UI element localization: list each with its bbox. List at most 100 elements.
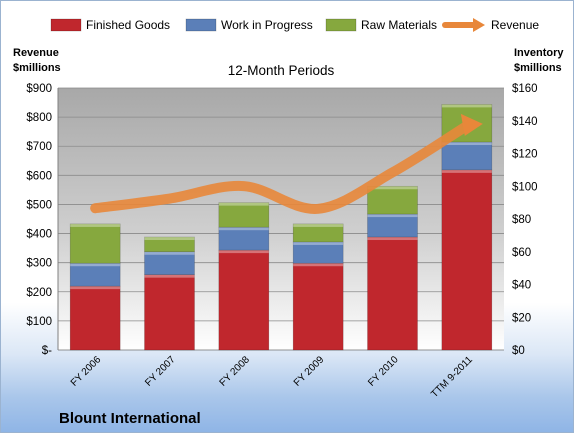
bar-segment (69, 285, 121, 351)
left-axis-title-line2: $millions (13, 62, 61, 74)
plot-area (58, 88, 504, 350)
bar-highlight (218, 250, 269, 254)
x-tick-label: FY 2010 (366, 354, 401, 389)
right-tick-label: $140 (512, 116, 538, 128)
right-axis-ticks: $0 $20 $40 $60 $80 $100 $120 $140 $160 (512, 83, 538, 357)
bar-work-in-progress (367, 213, 418, 238)
bar-segment (218, 249, 270, 351)
x-tick-label: TTM 9-2011 (429, 354, 475, 400)
right-tick-label: $120 (512, 149, 538, 161)
x-tick-label: FY 2008 (218, 354, 253, 389)
bar-finished-goods (292, 262, 344, 351)
left-tick-label: $100 (26, 316, 52, 328)
bar-raw-materials (69, 223, 121, 264)
bar-segment (367, 185, 418, 215)
right-tick-label: $40 (512, 280, 531, 292)
bar-highlight (441, 142, 492, 146)
legend-swatch (50, 18, 82, 32)
bar-segment (367, 213, 418, 238)
x-axis-labels: FY 2006 FY 2007 FY 2008 FY 2009 FY 2010 TTM 9… (69, 354, 475, 400)
bar-highlight (441, 169, 492, 173)
legend-item: Revenue (442, 18, 539, 32)
bar-highlight (70, 263, 121, 267)
legend-label: Revenue (491, 18, 539, 32)
bar-segment (218, 202, 270, 228)
right-tick-label: $20 (512, 312, 531, 324)
legend-item: Finished Goods (50, 18, 170, 32)
bar-finished-goods (441, 169, 493, 351)
bar-work-in-progress (69, 262, 121, 287)
bars (69, 104, 493, 351)
left-tick-label: $600 (26, 170, 52, 182)
left-axis-ticks: $- $100 $200 $300 $400 $500 $600 $700 $800 $900 (26, 83, 52, 357)
legend: Finished Goods Work in Progress Raw Materi… (50, 18, 539, 32)
legend-label: Finished Goods (86, 18, 170, 32)
left-tick-label: $900 (26, 83, 52, 95)
right-axis-title-line1: Inventory (514, 47, 564, 59)
axis-titles: Revenue $millions Inventory $millions (13, 47, 564, 74)
bar-work-in-progress (292, 241, 344, 264)
bar-segment (292, 241, 344, 264)
bar-highlight (367, 237, 418, 241)
bar-finished-goods (144, 274, 195, 351)
bar-raw-materials (367, 185, 418, 215)
bar-highlight (293, 241, 344, 245)
bar-finished-goods (218, 249, 270, 351)
right-tick-label: $80 (512, 214, 531, 226)
chart-title: 12-Month Periods (228, 63, 335, 78)
x-tick-label: FY 2006 (69, 354, 104, 389)
bar-work-in-progress (218, 226, 270, 251)
right-axis-title-line2: $millions (514, 62, 562, 74)
right-tick-label: $60 (512, 247, 531, 259)
left-tick-label: $200 (26, 287, 52, 299)
bar-highlight (144, 251, 195, 255)
bar-highlight (144, 237, 195, 241)
bar-segment (69, 223, 121, 264)
bar-segment (218, 226, 270, 251)
bar-segment (292, 262, 344, 351)
bar-finished-goods (69, 285, 121, 351)
left-tick-label: $500 (26, 199, 52, 211)
bar-segment (144, 236, 195, 253)
bar-segment (367, 236, 418, 351)
x-tick-label: FY 2009 (292, 354, 327, 389)
bar-segment (144, 274, 195, 351)
right-tick-label: $0 (512, 345, 525, 357)
legend-label: Raw Materials (361, 18, 437, 32)
bar-raw-materials (218, 202, 270, 228)
left-axis-title-line1: Revenue (13, 47, 59, 59)
left-tick-label: $300 (26, 258, 52, 270)
bar-segment (292, 223, 344, 243)
legend-item: Work in Progress (185, 18, 313, 32)
bar-highlight (367, 214, 418, 218)
bar-highlight (218, 202, 269, 206)
bar-highlight (70, 286, 121, 290)
company-name: Blount International (59, 410, 201, 427)
bar-highlight (218, 227, 269, 231)
left-tick-label: $700 (26, 141, 52, 153)
bar-highlight (144, 274, 195, 278)
revenue-arrowhead (460, 113, 483, 136)
revenue-line (90, 120, 472, 214)
legend-swatch (185, 18, 217, 32)
bar-work-in-progress (441, 141, 493, 171)
bar-highlight (293, 263, 344, 267)
bar-highlight (441, 104, 492, 108)
revenue-line-group (90, 113, 483, 214)
bar-finished-goods (367, 236, 418, 351)
bar-highlight (367, 186, 418, 190)
x-tick-label: FY 2007 (143, 354, 178, 389)
left-tick-label: $800 (26, 112, 52, 124)
bar-segment (441, 141, 493, 171)
legend-label: Work in Progress (221, 18, 313, 32)
bar-work-in-progress (144, 251, 195, 275)
left-tick-label: $400 (26, 229, 52, 241)
bar-segment (144, 251, 195, 275)
left-tick-label: $- (42, 345, 52, 357)
bar-highlight (293, 223, 344, 227)
bar-raw-materials (292, 223, 344, 243)
legend-swatch (325, 18, 357, 32)
bar-segment (69, 262, 121, 287)
